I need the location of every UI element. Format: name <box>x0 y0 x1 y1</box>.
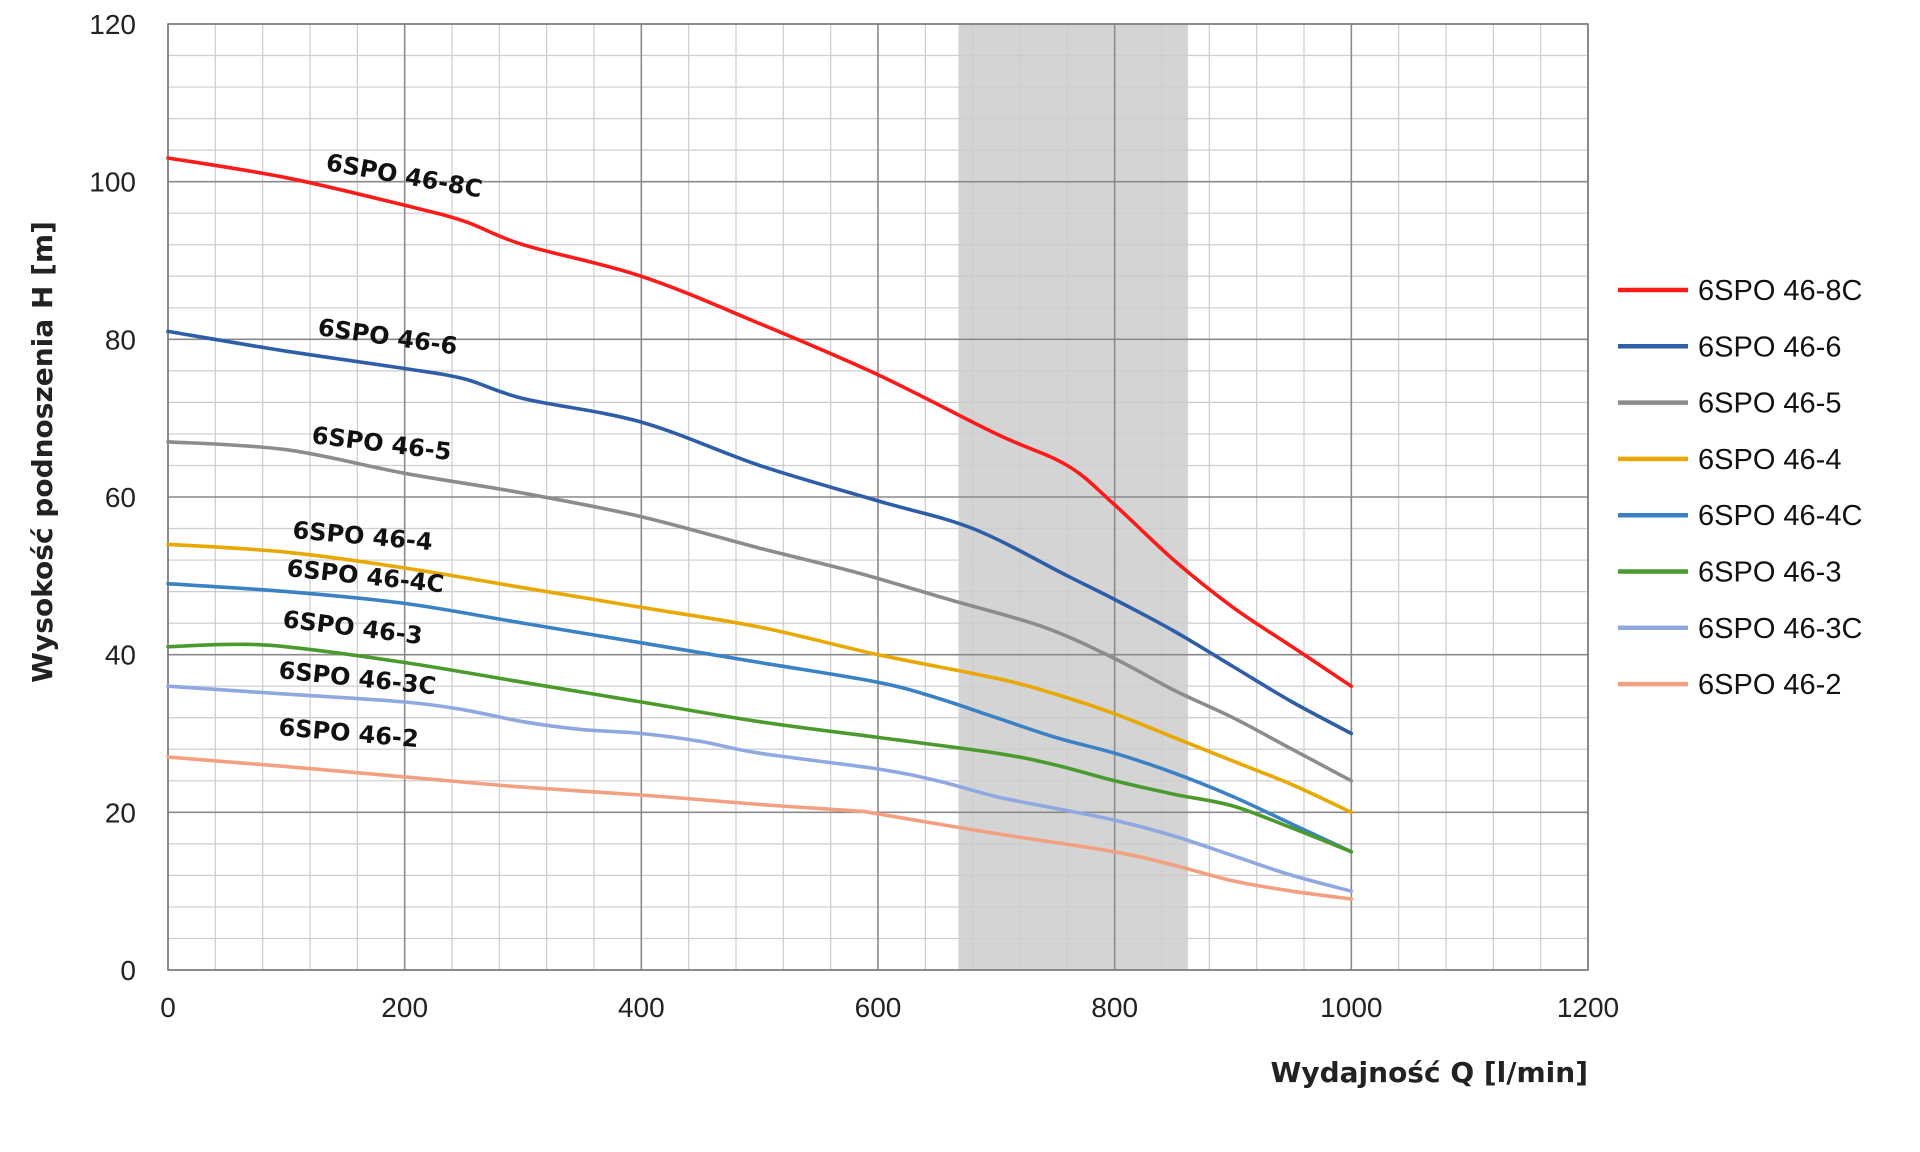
y-axis-title: Wysokość podnoszenia H [m] <box>26 221 59 683</box>
y-tick-label: 120 <box>89 9 136 40</box>
series-line-6spo-46-5 <box>166 440 1354 783</box>
x-tick-labels: 0 200 400 600 800 1000 1200 <box>160 992 1619 1023</box>
legend-entry-label: 6SPO 46-4 <box>1698 444 1841 476</box>
y-tick-label: 100 <box>89 167 136 198</box>
curve-label: 6SPO 46-3 <box>281 605 424 650</box>
x-tick-label: 400 <box>618 992 665 1023</box>
legend-entry-label: 6SPO 46-8C <box>1698 275 1862 307</box>
y-tick-label: 20 <box>105 797 136 828</box>
x-tick-label: 1200 <box>1557 992 1619 1023</box>
plot-frame <box>167 23 1589 971</box>
curve-label: 6SPO 46-6 <box>316 313 459 360</box>
series-line-6spo-46-2 <box>166 755 1354 901</box>
x-tick-label: 800 <box>1091 992 1138 1023</box>
x-axis-title: Wydajność Q [l/min] <box>1270 1056 1588 1089</box>
curve-label: 6SPO 46-2 <box>277 713 419 753</box>
legend: 6SPO 46-8C 6SPO 46-6 6SPO 46-5 6SPO 46-4 6SP… <box>1618 275 1862 701</box>
series-line-6spo-46-8c <box>166 156 1354 688</box>
y-tick-label: 60 <box>105 482 136 513</box>
y-tick-label: 0 <box>120 955 136 986</box>
legend-entry-label: 6SPO 46-5 <box>1698 388 1841 420</box>
legend-entry-label: 6SPO 46-6 <box>1698 331 1841 363</box>
y-tick-label: 40 <box>105 640 136 671</box>
series-line-6spo-46-4 <box>166 542 1354 815</box>
series-line-6spo-46-3 <box>166 642 1354 854</box>
y-tick-label: 80 <box>105 324 136 355</box>
legend-entry-label: 6SPO 46-3 <box>1698 557 1841 589</box>
series-lines <box>166 156 1354 901</box>
y-tick-labels: 0 20 40 60 80 100 120 <box>89 9 136 986</box>
legend-entry-label: 6SPO 46-3C <box>1698 613 1862 645</box>
x-tick-label: 0 <box>160 992 176 1023</box>
series-line-6spo-46-6 <box>166 329 1354 736</box>
series-line-6spo-46-3c <box>166 684 1354 893</box>
curve-label: 6SPO 46-4 <box>291 516 433 556</box>
x-tick-label: 200 <box>381 992 428 1023</box>
x-tick-label: 1000 <box>1320 992 1382 1023</box>
legend-entry-label: 6SPO 46-2 <box>1698 669 1841 701</box>
x-tick-label: 600 <box>855 992 902 1023</box>
legend-entry-label: 6SPO 46-4C <box>1698 500 1862 532</box>
series-line-6spo-46-4c <box>166 581 1354 854</box>
